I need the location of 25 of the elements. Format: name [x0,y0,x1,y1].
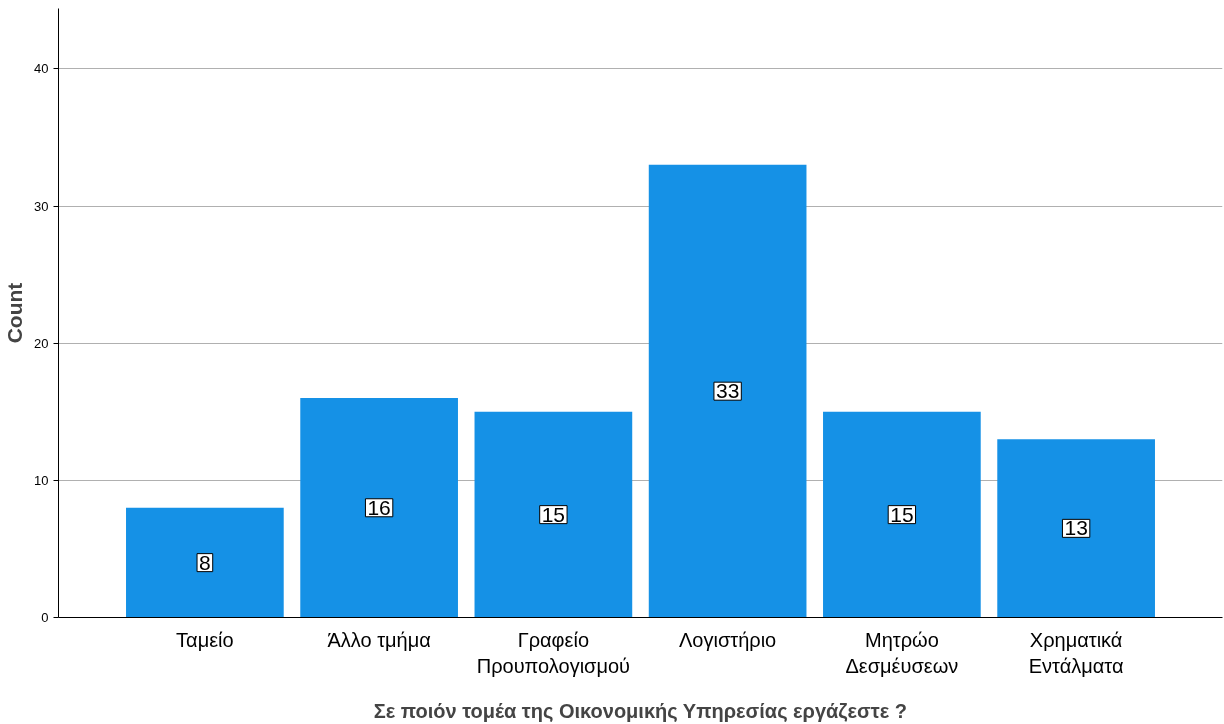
y-tick-label: 30 [34,198,49,214]
y-tick-label: 40 [34,61,49,77]
data-label: 33 [715,379,740,403]
y-axis-title: Count [3,282,27,344]
x-tick-label: Χρηματικά Εντάλματα [1028,628,1124,677]
x-tick-label: Άλλο τμήμα [327,628,431,651]
y-tick-label: 10 [34,472,49,488]
y-tick-label: 20 [34,335,49,351]
bar [823,411,981,618]
data-label: 8 [199,550,211,574]
data-label: 15 [541,502,566,526]
bar [300,398,458,618]
data-label: 16 [367,495,391,519]
x-tick-label: Ταμείο [176,628,234,651]
bar [126,507,284,618]
data-label: 15 [890,502,914,526]
x-axis-title: Σε ποιόν τομέα της Οικονομικής Υπηρεσίας εργάζεστε ? [373,699,907,722]
bar [474,411,633,618]
bar [648,164,807,618]
bar [997,439,1155,618]
y-tick-label: 0 [41,610,49,625]
x-tick-label: Γραφείο Προυπολογισμού [476,628,631,677]
x-tick-label: Μητρώο Δεσμέυσεων [845,628,959,677]
x-tick-label: Λογιστήριο [679,628,777,651]
data-label: 13 [1064,516,1088,540]
